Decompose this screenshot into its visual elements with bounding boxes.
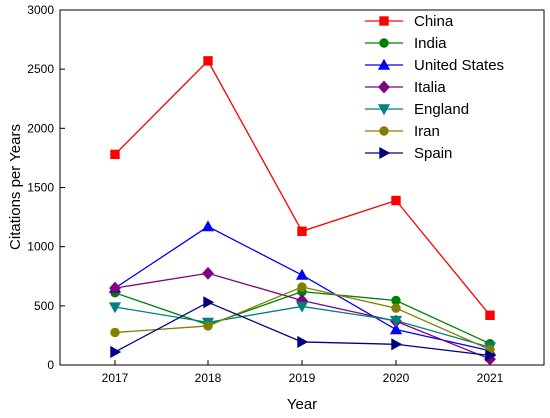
legend-label: Italia bbox=[414, 79, 446, 96]
data-point-united-states bbox=[389, 323, 403, 335]
y-tick-label: 2000 bbox=[27, 121, 54, 135]
data-point-china bbox=[391, 195, 401, 206]
legend-label: Iran bbox=[414, 123, 440, 140]
series-layer bbox=[108, 56, 497, 366]
legend-marker bbox=[379, 126, 389, 136]
y-tick-label: 3000 bbox=[27, 3, 54, 17]
legend-marker bbox=[379, 38, 389, 48]
y-tick-label: 500 bbox=[34, 299, 54, 313]
legend-label: England bbox=[414, 101, 469, 118]
y-tick-label: 1500 bbox=[27, 181, 54, 195]
y-tick-label: 0 bbox=[47, 358, 54, 372]
data-point-spain bbox=[391, 338, 403, 351]
data-point-england bbox=[108, 302, 122, 314]
x-tick-label: 2018 bbox=[195, 371, 222, 385]
data-point-iran bbox=[297, 282, 307, 292]
y-tick-label: 2500 bbox=[27, 62, 54, 76]
legend-item-india: India bbox=[365, 35, 447, 52]
data-point-spain bbox=[110, 345, 122, 359]
data-point-iran bbox=[391, 303, 401, 313]
data-point-china bbox=[203, 56, 213, 66]
legend: China India United States Italia England Iran… bbox=[365, 13, 504, 162]
legend-marker bbox=[379, 146, 391, 160]
data-point-england bbox=[389, 315, 403, 327]
data-point-united-states bbox=[295, 268, 309, 280]
x-tick-label: 2020 bbox=[383, 371, 410, 385]
legend-marker bbox=[377, 104, 391, 116]
legend-label: Spain bbox=[414, 145, 452, 162]
x-axis-title: Year bbox=[287, 396, 317, 413]
data-point-china bbox=[110, 149, 120, 160]
legend-item-spain: Spain bbox=[365, 145, 452, 162]
legend-label: India bbox=[414, 35, 447, 52]
data-point-united-states bbox=[201, 220, 215, 232]
series-spain bbox=[110, 296, 497, 362]
x-tick-label: 2021 bbox=[477, 371, 504, 385]
data-point-iran bbox=[203, 321, 213, 331]
x-tick-label: 2019 bbox=[289, 371, 316, 385]
legend-item-china: China bbox=[365, 13, 454, 30]
y-axis: 0 500 1000 1500 2000 2500 3000 bbox=[27, 3, 65, 372]
data-point-china bbox=[297, 226, 307, 236]
x-axis: 2017 2018 2019 2020 2021 bbox=[102, 360, 504, 385]
series-iran bbox=[110, 282, 495, 355]
data-point-spain bbox=[485, 349, 497, 362]
data-point-england bbox=[295, 301, 309, 313]
legend-marker bbox=[379, 16, 389, 26]
legend-marker bbox=[378, 80, 390, 94]
y-axis-title: Citations per Years bbox=[7, 124, 24, 250]
data-point-italia bbox=[202, 266, 214, 280]
x-tick-label: 2017 bbox=[102, 371, 129, 385]
data-point-spain bbox=[297, 335, 309, 348]
legend-marker bbox=[377, 58, 391, 70]
data-point-italia bbox=[109, 281, 121, 295]
legend-item-iran: Iran bbox=[365, 123, 440, 140]
y-tick-label: 1000 bbox=[27, 240, 54, 254]
legend-label: China bbox=[414, 13, 454, 30]
data-point-spain bbox=[203, 296, 215, 309]
legend-item-england: England bbox=[365, 101, 469, 118]
legend-label: United States bbox=[414, 57, 504, 74]
legend-item-united-states: United States bbox=[365, 57, 504, 74]
data-point-china bbox=[485, 310, 495, 321]
data-point-india bbox=[391, 295, 401, 306]
series-china bbox=[110, 56, 495, 321]
legend-item-italia: Italia bbox=[365, 79, 446, 96]
data-point-iran bbox=[110, 327, 120, 338]
